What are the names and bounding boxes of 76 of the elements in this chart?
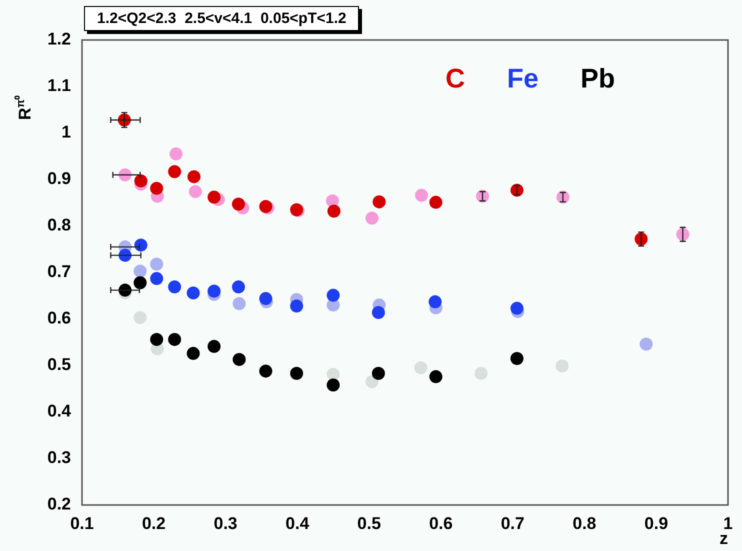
y-tick-label: 0.8 xyxy=(47,216,71,235)
point xyxy=(510,184,524,197)
point xyxy=(150,258,164,271)
x-tick-label: 0.6 xyxy=(429,514,453,533)
point xyxy=(428,295,442,308)
point xyxy=(290,299,304,312)
point xyxy=(134,264,147,278)
point xyxy=(186,346,200,360)
text: Pb xyxy=(580,63,616,94)
point xyxy=(372,306,385,319)
point xyxy=(326,378,340,392)
text: Fe xyxy=(506,63,539,94)
point xyxy=(259,364,272,378)
y-tick-label: 0.6 xyxy=(47,308,71,328)
point xyxy=(429,196,442,209)
point xyxy=(510,352,524,366)
point xyxy=(634,232,648,246)
point xyxy=(208,284,221,298)
y-tick-label: 1.2 xyxy=(47,30,71,49)
point xyxy=(372,195,386,208)
x-tick-label: 0.2 xyxy=(142,514,166,533)
point xyxy=(326,368,340,381)
point xyxy=(208,190,221,204)
y-tick-label: 0.4 xyxy=(47,402,72,421)
point xyxy=(188,185,202,198)
x-tick-label: 0.8 xyxy=(572,514,596,533)
point xyxy=(168,332,182,346)
point xyxy=(429,370,442,384)
point xyxy=(510,302,524,315)
point xyxy=(259,292,272,306)
point xyxy=(232,198,245,211)
x-tick-label: 0.5 xyxy=(357,514,381,533)
point xyxy=(414,361,428,374)
point xyxy=(415,188,428,202)
point xyxy=(327,204,340,218)
point xyxy=(290,366,304,380)
y-tick-label: 1 xyxy=(62,122,71,142)
point xyxy=(150,182,164,195)
point xyxy=(187,170,200,184)
x-tick-label: 0.3 xyxy=(214,514,238,533)
y-tick-label: 0.9 xyxy=(47,169,71,188)
point xyxy=(372,366,385,380)
point xyxy=(170,147,183,160)
point xyxy=(365,212,378,225)
x-tick-label: 0.1 xyxy=(70,514,94,533)
point xyxy=(556,359,569,372)
chart-title: 1.2<Q2<2.3 2.5<v<4.1 0.05<pT<1.2 xyxy=(84,6,360,31)
y-tick-label: 0.3 xyxy=(47,448,71,468)
point xyxy=(134,174,148,188)
point xyxy=(150,332,164,346)
x-tick-label: 0.9 xyxy=(644,514,668,533)
y-tick-label: 0.7 xyxy=(47,262,71,282)
text: C xyxy=(445,63,465,94)
point xyxy=(168,165,182,178)
point xyxy=(186,286,200,300)
x-tick-label: 0.7 xyxy=(500,514,524,533)
point xyxy=(556,190,570,204)
point xyxy=(134,276,147,290)
point xyxy=(118,168,132,182)
point xyxy=(134,238,148,252)
point xyxy=(168,280,182,294)
point xyxy=(476,190,490,203)
point xyxy=(365,375,378,388)
point xyxy=(474,366,488,380)
y-tick-label: 0.5 xyxy=(47,355,71,374)
y-tick-label: 1.1 xyxy=(47,76,71,96)
point xyxy=(150,272,164,286)
point xyxy=(208,340,221,353)
point xyxy=(134,311,147,324)
point xyxy=(326,288,340,302)
x-tick-label: 0.4 xyxy=(286,514,310,533)
y-tick-label: 0.2 xyxy=(47,494,71,514)
point xyxy=(232,297,246,310)
point xyxy=(640,338,653,351)
point xyxy=(232,280,245,294)
point xyxy=(232,352,246,366)
